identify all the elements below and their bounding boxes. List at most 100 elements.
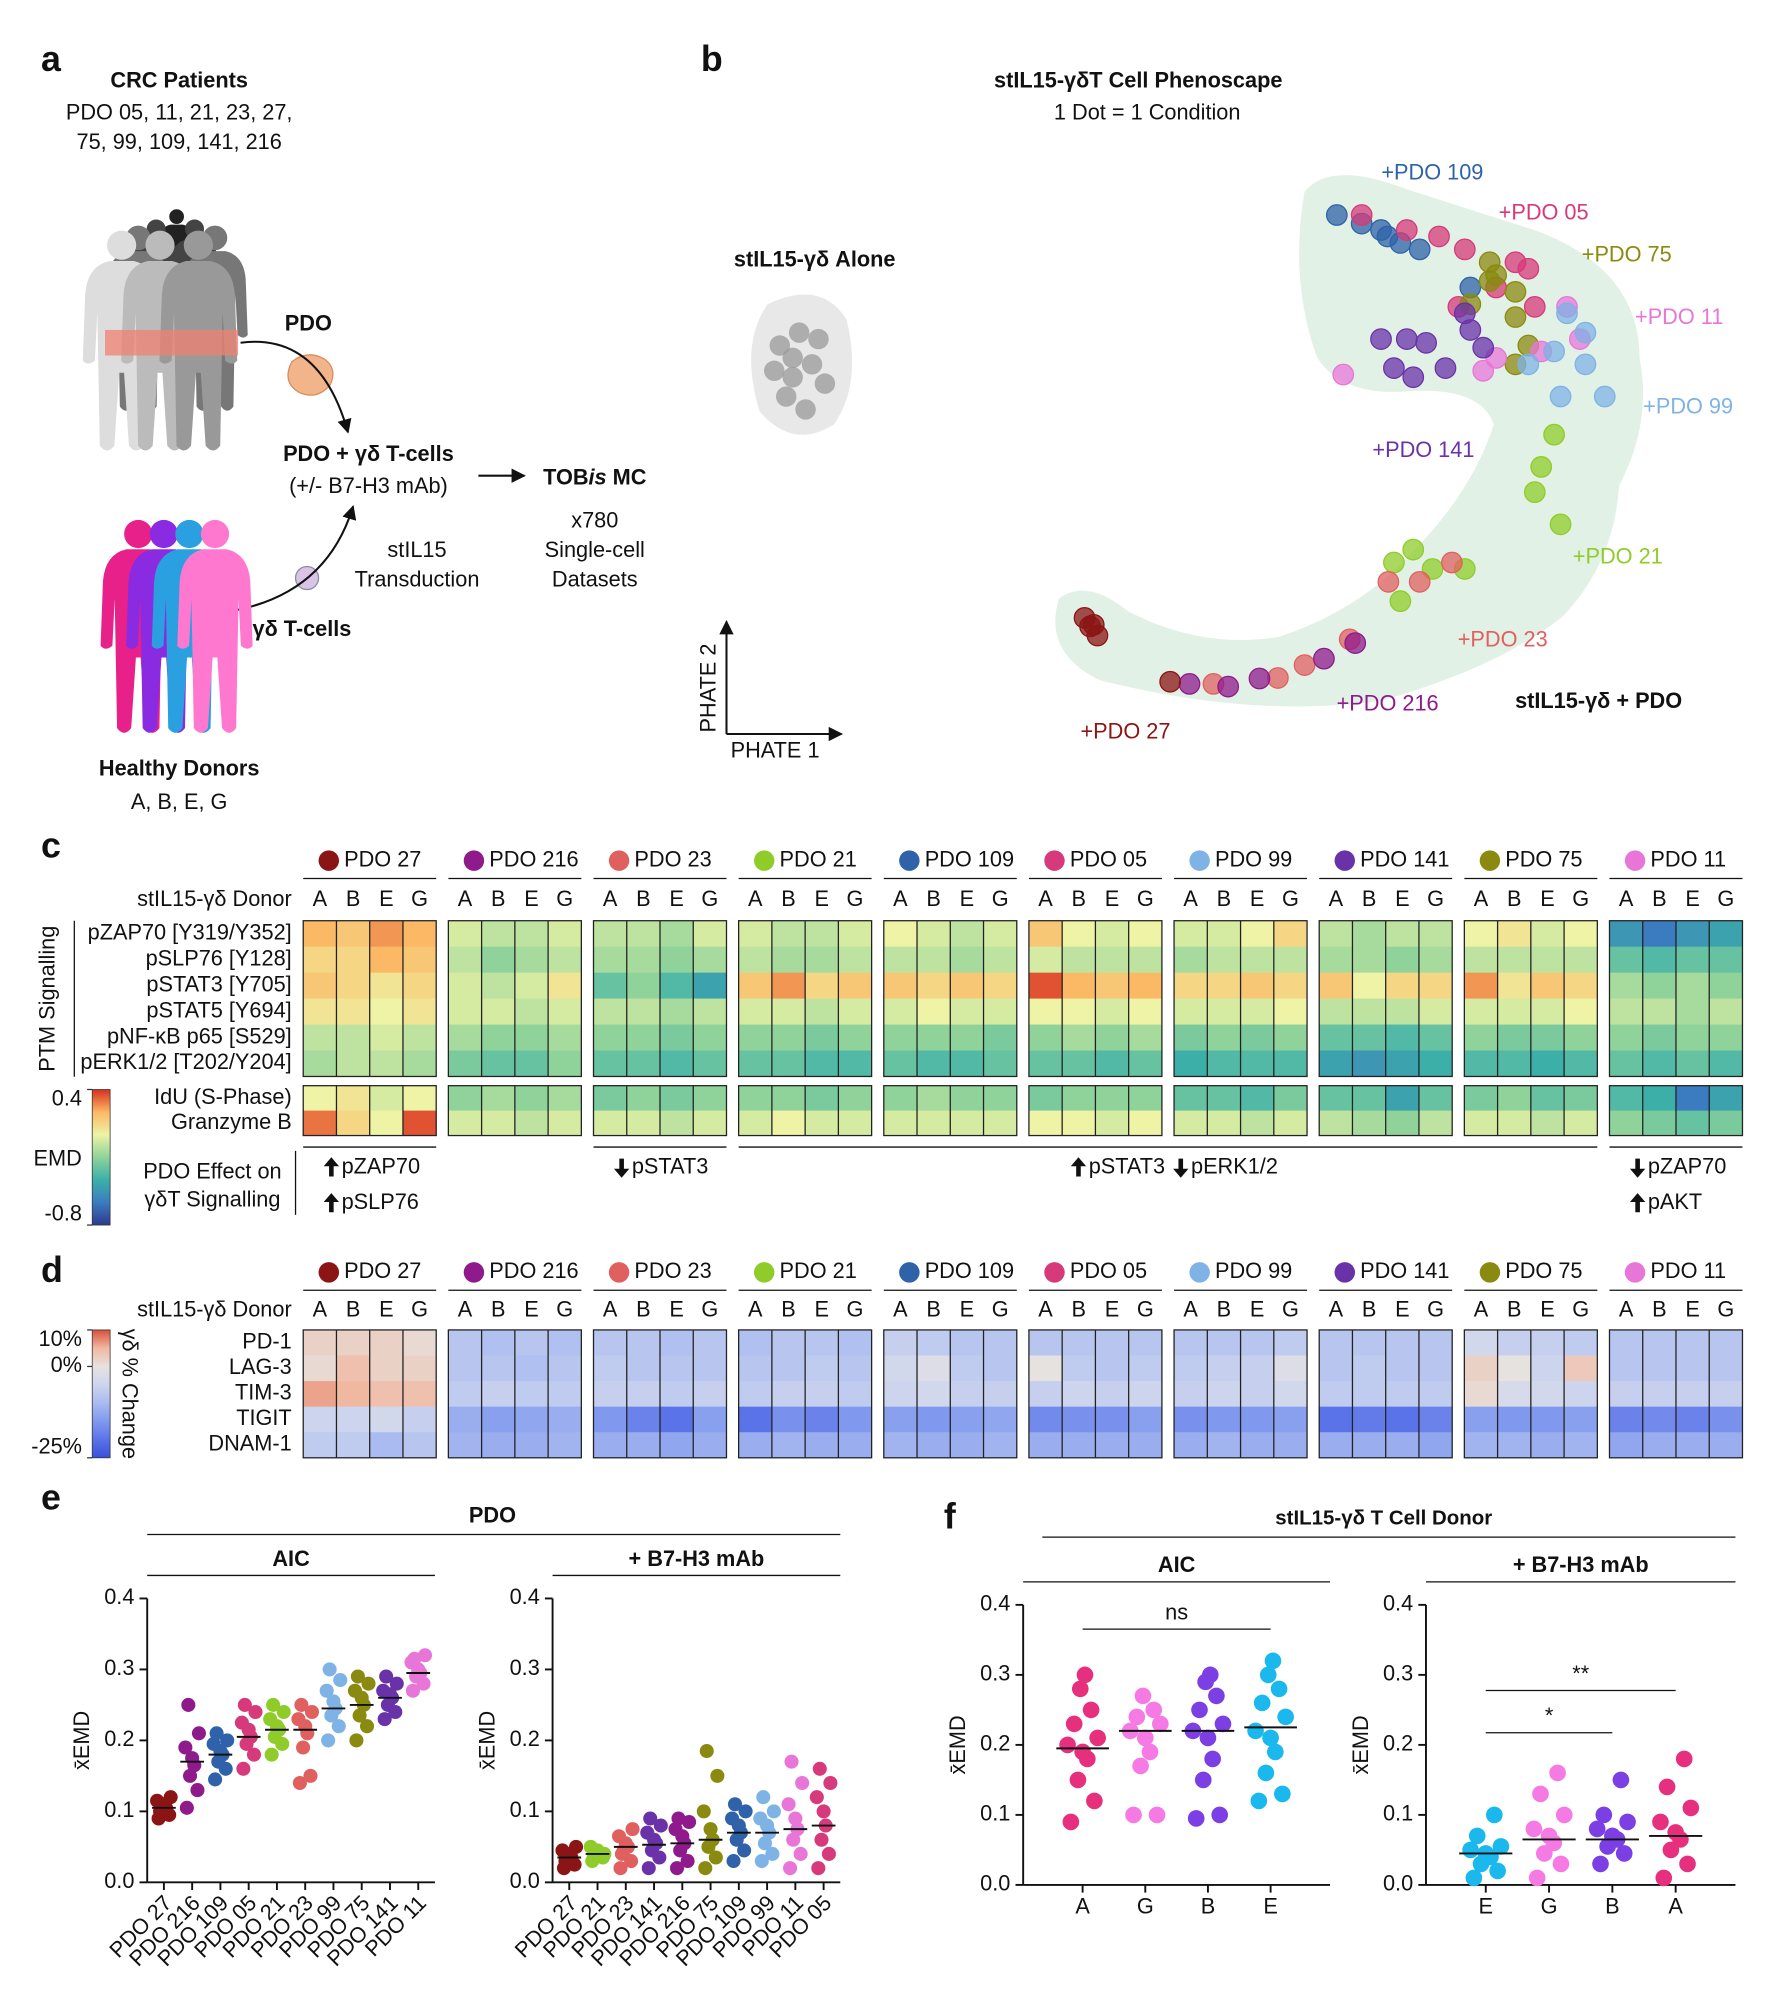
heat-cell [983,1355,1018,1382]
condition-point [1325,204,1348,226]
donor-label: G [1282,886,1299,911]
heat-cell [1675,946,1710,974]
dot [178,1740,193,1755]
row-label: Granzyme B [171,1109,292,1134]
dot [1125,1806,1142,1824]
heat-cell [983,920,1018,948]
heat-cell [1464,1432,1498,1459]
x-axis-label: PHATE 1 [731,738,820,763]
heat-cell [1418,1381,1453,1408]
dot [1549,1764,1566,1782]
heat-cell [548,1024,582,1051]
heat-cell [1352,1432,1387,1459]
dot [569,1839,584,1854]
heat-cell [1530,1110,1565,1136]
condition-point [1530,456,1553,478]
dot [234,1715,249,1730]
heat-cell [626,1355,661,1382]
heat-cell [514,1329,549,1356]
heat-cell [1095,1406,1130,1433]
combo-label: stIL15-γδ + PDO [1515,688,1682,713]
heat-cell [1207,1050,1241,1077]
y-tick-label: 0.0 [1383,1871,1413,1896]
group-label: +PDO 11 [1635,304,1723,329]
heat-cell [983,1381,1018,1408]
reference-point [769,335,791,356]
transduction-label: stIL15 [387,537,446,562]
dot [321,1733,336,1748]
donor-label: A [1329,1296,1344,1321]
block-outline [302,1329,437,1459]
group-label: +PDO 109 [1381,160,1483,185]
heat-cell [336,1381,371,1408]
heat-cell [1273,1381,1308,1408]
heat-cell [983,1085,1018,1111]
heat-cell [1564,972,1598,999]
dot [326,1694,341,1709]
heat-cell [1062,1329,1096,1356]
dot [1194,1771,1212,1789]
heat-cell [1609,1024,1644,1051]
heat-cell [402,1406,437,1433]
heat-cell [693,1406,727,1433]
condition-point [1453,302,1476,325]
effect-label: γδT Signalling [144,1187,280,1212]
heat-cell [1464,998,1498,1025]
group-swatch [1189,1262,1210,1283]
heat-cell [1709,1024,1743,1051]
heat-cell [336,972,371,999]
dot [296,1740,311,1755]
dot [738,1804,753,1819]
heat-cell [1564,1050,1598,1077]
reference-point [788,322,810,343]
heat-cell [883,920,918,948]
donor-label: A [893,886,908,911]
dot [417,1648,433,1663]
heat-cell [1675,1110,1710,1136]
donor-label: B [491,1296,505,1321]
dot [1071,1680,1089,1698]
heat-cell [1675,1432,1710,1459]
donor-label: G [1427,1296,1444,1321]
patients-list: PDO 05, 11, 21, 23, 27, [66,100,293,125]
y-tick-label: 0.2 [980,1731,1010,1756]
heat-cell [1095,1110,1130,1136]
heat-cell [514,1050,549,1077]
block-outline [737,920,873,1078]
colorbar-tick-label: 0.4 [52,1085,82,1110]
block-outline [447,920,582,1078]
dot [793,1846,808,1861]
heat-cell [771,998,806,1025]
heat-cell [738,1329,773,1356]
donor-label: B [926,886,941,911]
condition-point [1293,654,1316,676]
heat-cell [481,946,516,974]
dot [1489,1862,1506,1880]
effect-text: pSTAT3 [632,1153,708,1178]
heat-cell [1464,1110,1498,1136]
dot [264,1747,279,1762]
dot [1076,1666,1094,1684]
donor-label: G [411,886,428,911]
block-outline [1173,1085,1308,1137]
heat-cell [369,1406,404,1433]
dot [333,1673,348,1688]
y-tick-label: 0.1 [510,1797,540,1822]
heat-cell [336,1406,371,1433]
dot [319,1683,334,1698]
heat-cell [1709,1110,1743,1136]
heat-cell [481,1406,516,1433]
heat-cell [1174,972,1208,999]
heat-cell [917,998,951,1025]
heat-cell [659,1110,694,1136]
donor-label: G [1572,1296,1589,1321]
condition-point [1395,219,1418,241]
heat-cell [1319,1432,1353,1459]
panel-a: CRC Patients PDO 05, 11, 21, 23, 27, 75,… [66,68,647,814]
heat-cell [1240,946,1275,974]
heat-cell [1564,920,1598,948]
heat-cell [805,1329,839,1356]
colorbar-tick-label: -25% [31,1433,82,1458]
block-outline [1028,1085,1163,1137]
